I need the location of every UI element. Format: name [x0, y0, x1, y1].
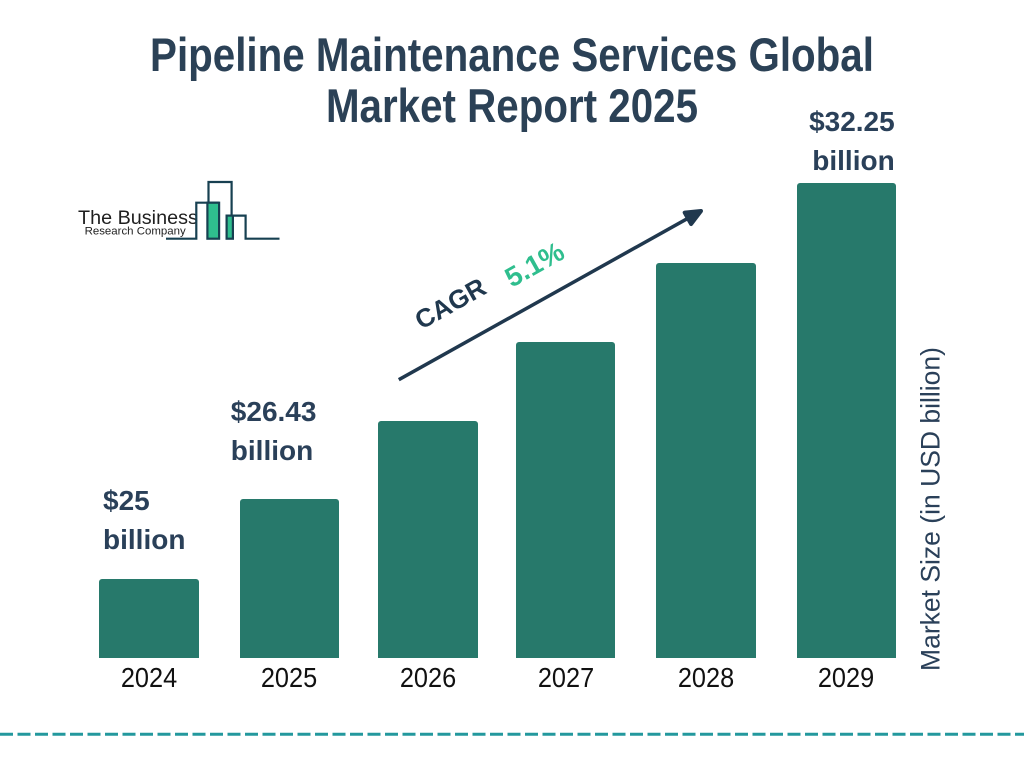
- svg-text:CAGR: CAGR: [410, 272, 492, 336]
- svg-text:Research Company: Research Company: [85, 225, 186, 237]
- svg-text:5.1%: 5.1%: [500, 235, 570, 293]
- svg-text:The Business: The Business: [78, 207, 198, 229]
